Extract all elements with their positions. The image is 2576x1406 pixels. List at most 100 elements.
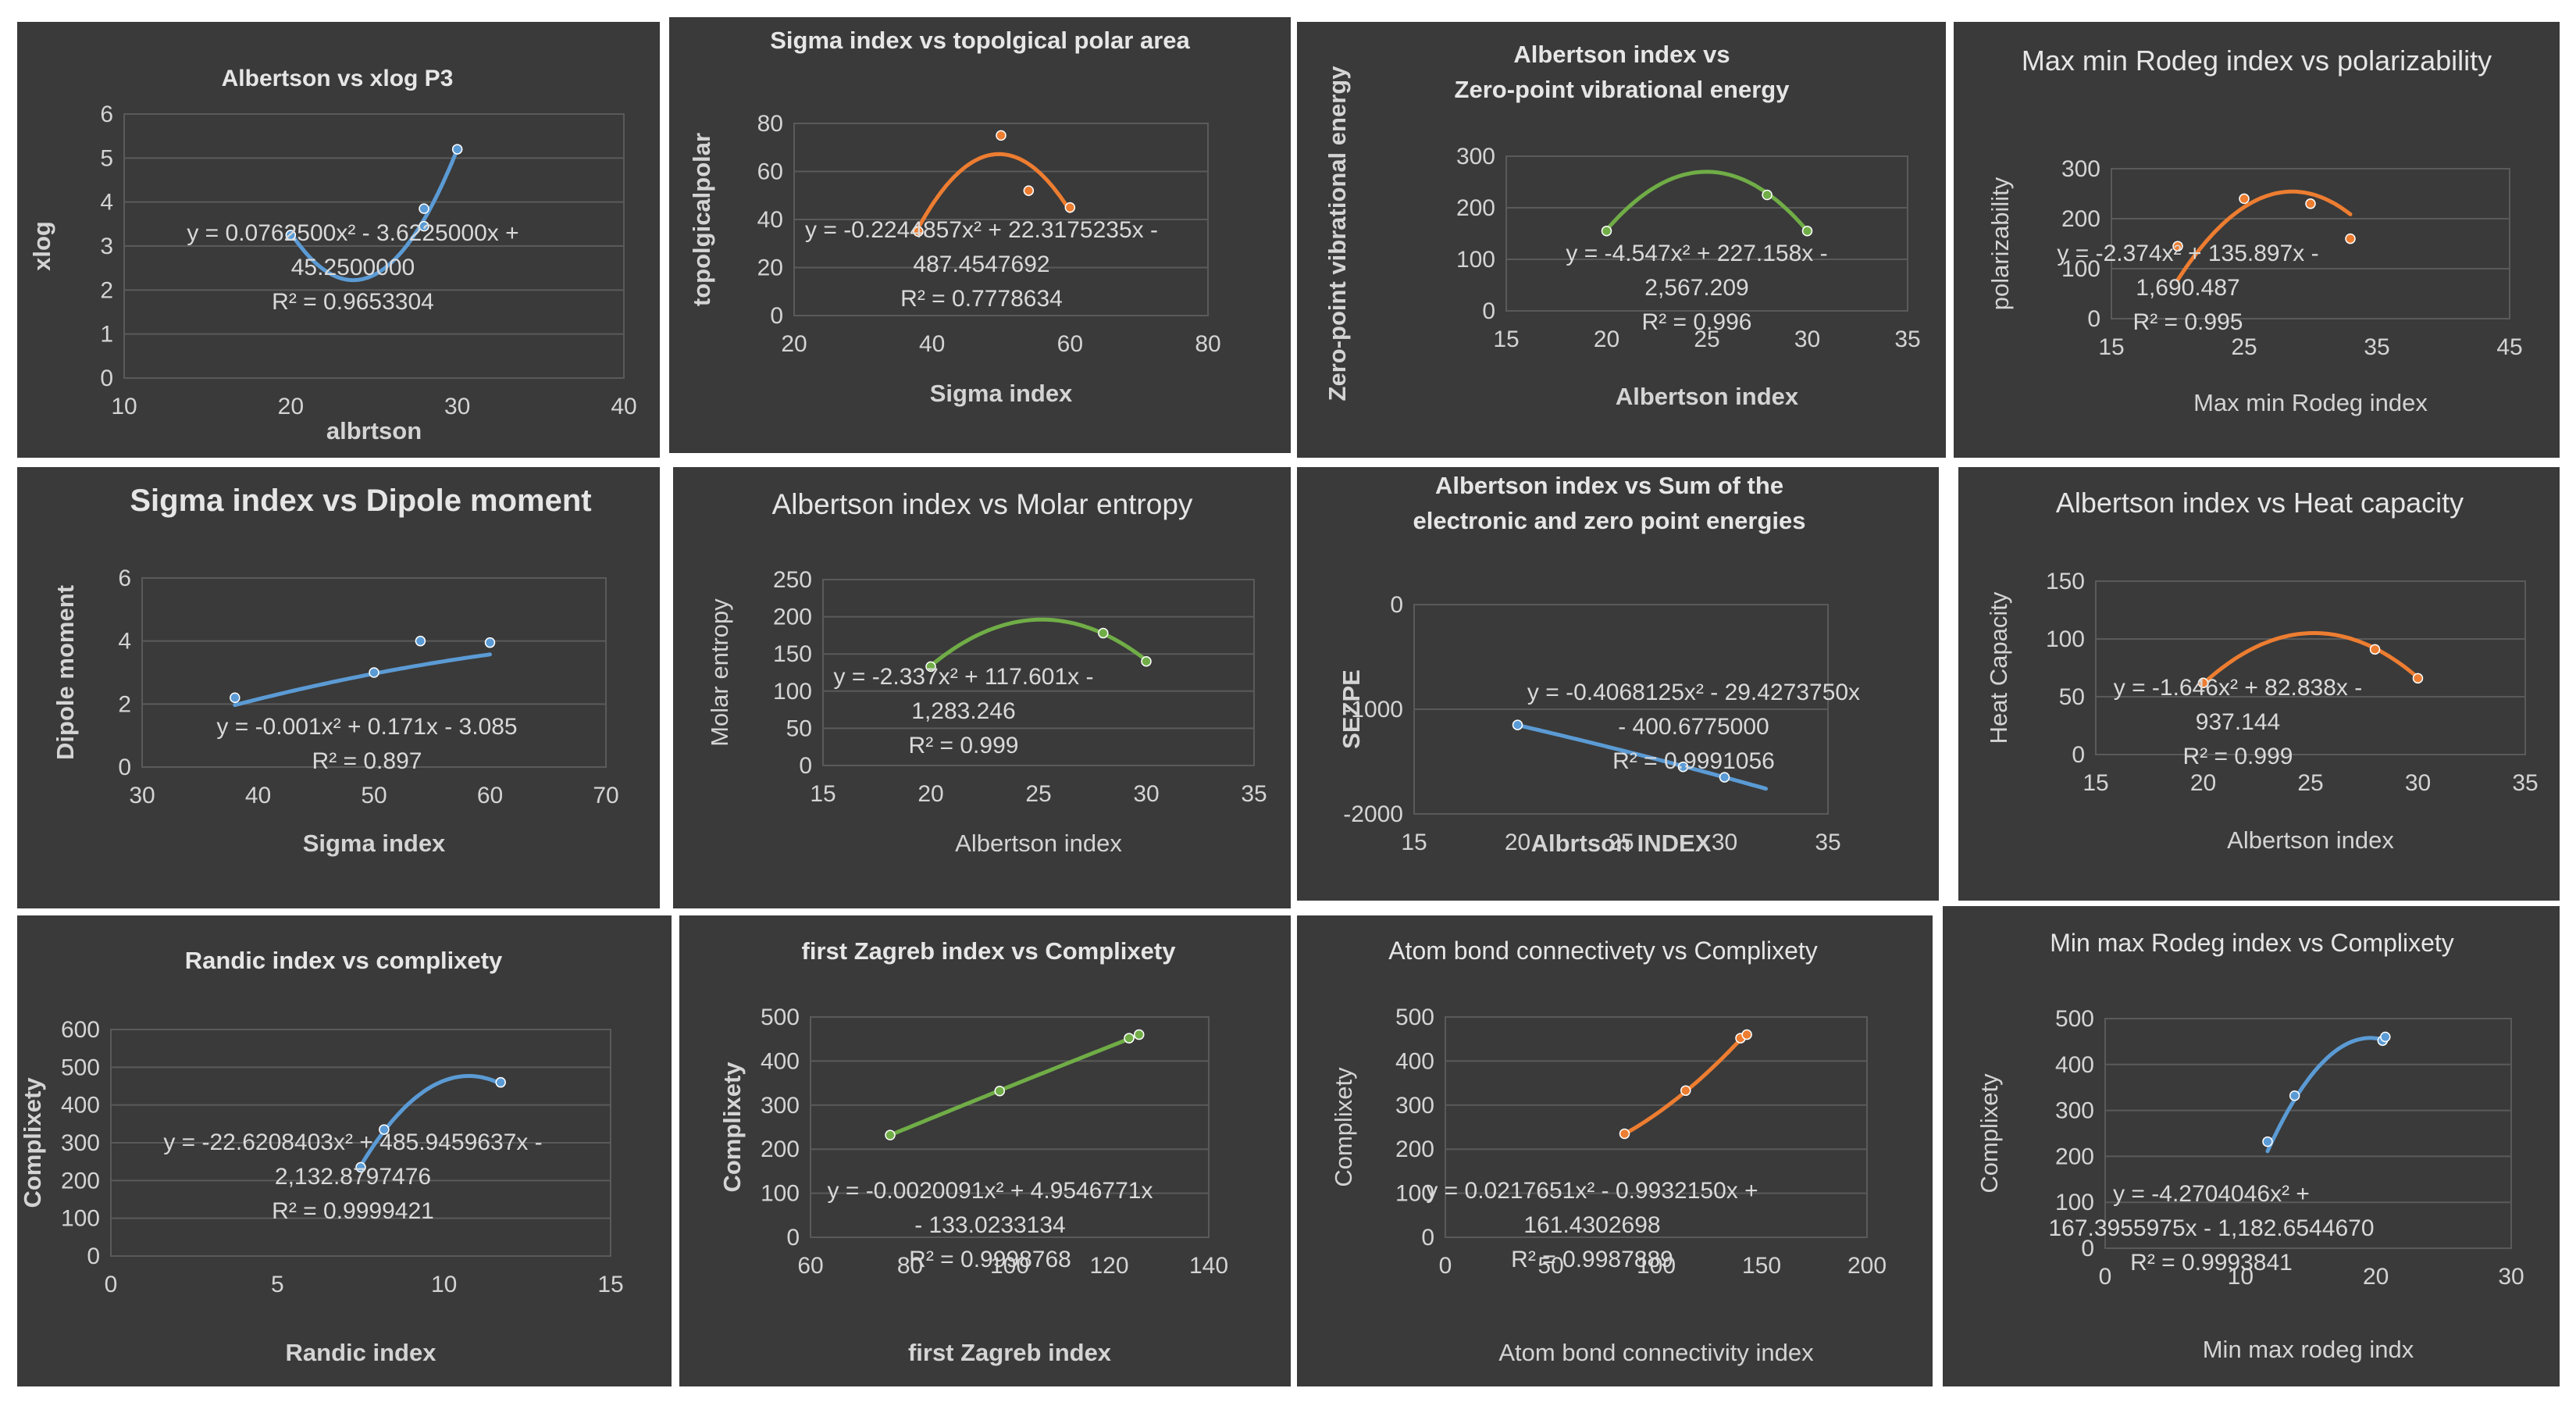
y-tick-label: 100 <box>1395 1181 1434 1207</box>
data-point <box>1141 655 1152 667</box>
x-tick-label: 25 <box>2297 770 2323 796</box>
chart-6-svg: Albertson index vs Molar entropy 0 50 100 15… <box>706 488 1267 857</box>
r-squared-label: R² = 0.996 <box>1642 309 1752 335</box>
trend-equation: 937.144 <box>2196 709 2280 735</box>
trend-equation: y = -4.2704046x² + <box>2113 1181 2310 1207</box>
y-tick-label: 100 <box>761 1181 800 1207</box>
x-axis-label: Atom bond connectivity index <box>1498 1339 1814 1366</box>
y-tick-label: 600 <box>61 1017 100 1043</box>
x-axis-label: Min max rodeg indx <box>2203 1336 2414 1363</box>
data-point <box>285 230 297 241</box>
r-squared-label: R² = 0.9987889 <box>1511 1247 1673 1272</box>
data-point <box>1677 761 1689 773</box>
data-point <box>2412 673 2424 684</box>
data-point <box>1801 225 1813 237</box>
x-tick-label: 0 <box>105 1272 118 1297</box>
data-point <box>1601 225 1612 237</box>
y-axis-label: Complixety <box>19 1077 46 1208</box>
y-tick-label: 0 <box>87 1244 100 1269</box>
y-tick-label: 2 <box>100 277 113 303</box>
y-tick-label: 400 <box>1395 1048 1434 1074</box>
chart-panel-albertson-sezpe: Albertson index vs Sum of the electronic … <box>1297 467 1939 901</box>
r-squared-label: R² = 0.9991056 <box>1612 748 1775 774</box>
r-squared-label: R² = 0.999 <box>2183 744 2293 769</box>
y-tick-label: 4 <box>100 190 113 216</box>
y-tick-label: 1 <box>100 322 113 348</box>
chart-title: Albertson index vs Molar entropy <box>772 488 1193 520</box>
y-tick-label: 50 <box>2059 684 2085 710</box>
chart-1-svg: Albertson vs xlog P3 0 1 2 3 4 5 6 10 20 30 40 y = 0… <box>28 66 637 444</box>
trend-equation: y = 0.0217651x² - 0.9932150x + <box>1426 1178 1758 1204</box>
x-tick-label: 20 <box>1505 830 1530 855</box>
x-tick-label: 0 <box>1439 1253 1452 1279</box>
data-point <box>996 130 1007 141</box>
x-tick-label: 200 <box>1847 1253 1887 1279</box>
data-point <box>1064 202 1076 213</box>
data-point <box>885 1129 896 1140</box>
x-axis-label: Max min Rodeg index <box>2193 389 2428 416</box>
x-tick-label: 60 <box>797 1253 823 1279</box>
data-point <box>2345 233 2356 244</box>
y-tick-label: 500 <box>61 1054 100 1080</box>
x-tick-label: 15 <box>1493 327 1519 352</box>
x-axis-label: Albertson index <box>1616 383 1799 410</box>
x-tick-label: 30 <box>129 783 155 808</box>
y-tick-label: 100 <box>773 679 812 705</box>
y-tick-label: 300 <box>2061 156 2100 182</box>
x-axis-label: first Zagreb index <box>908 1339 1112 1366</box>
data-point <box>419 203 429 214</box>
data-point <box>2172 241 2183 252</box>
x-tick-label: 100 <box>1637 1253 1676 1279</box>
data-point <box>2369 644 2381 655</box>
trend-equation: 487.4547692 <box>913 252 1049 277</box>
plot-area <box>2104 1018 2512 1249</box>
y-tick-label: 200 <box>773 605 812 630</box>
x-tick-label: 25 <box>2231 334 2257 360</box>
data-point <box>1023 185 1035 196</box>
chart-title: Randic index vs complixety <box>185 947 503 974</box>
trendline <box>233 652 492 708</box>
trendline <box>888 1033 1142 1137</box>
chart-title: electronic and zero point energies <box>1413 507 1805 534</box>
y-tick-label: 40 <box>757 207 783 233</box>
x-tick-label: 25 <box>1608 830 1634 855</box>
chart-panel-albertson-entropy: Albertson index vs Molar entropy 0 50 100 15… <box>673 467 1291 908</box>
x-tick-label: 30 <box>1133 781 1159 807</box>
chart-title: Zero-point vibrational energy <box>1455 76 1790 103</box>
trendline <box>2175 189 2353 282</box>
r-squared-label: R² = 0.999 <box>909 733 1019 758</box>
trend-equation: - 133.0233134 <box>914 1212 1066 1238</box>
y-tick-label: 4 <box>118 629 131 655</box>
x-axis-label: albrtson <box>326 417 422 444</box>
y-tick-label: 6 <box>118 566 131 591</box>
trend-equation: 2,567.209 <box>1644 275 1748 301</box>
x-axis-label: Sigma index <box>303 830 446 857</box>
y-axis-label: xlog <box>28 221 55 271</box>
x-tick-label: 20 <box>1594 327 1619 352</box>
y-tick-label: 200 <box>2055 1144 2094 1169</box>
x-tick-label: 50 <box>361 783 387 808</box>
y-tick-label: 400 <box>2055 1052 2094 1078</box>
r-squared-label: R² = 0.9993841 <box>2130 1250 2293 1276</box>
chart-3-svg: Albertson index vs Zero-point vibrational… <box>1324 41 1921 410</box>
chart-11-svg: Atom bond connectivety vs Complixety 0 100… <box>1330 937 1887 1366</box>
trendline <box>1623 1030 1749 1137</box>
y-tick-label: 200 <box>761 1137 800 1162</box>
x-axis-label: Albertson index <box>2227 826 2394 854</box>
data-point <box>2239 193 2250 205</box>
x-tick-label: 25 <box>1025 781 1051 807</box>
trendline <box>1605 170 1809 233</box>
x-tick-label: 10 <box>2228 1264 2254 1290</box>
y-tick-label: 400 <box>761 1048 800 1074</box>
data-point <box>419 220 429 232</box>
y-axis-label: Zero-point vibrational energy <box>1324 66 1351 401</box>
data-point <box>484 637 496 648</box>
chart-panel-randic-complexity: Randic index vs complixety 0 100 200 300 400 5… <box>17 915 672 1386</box>
y-tick-label: 0 <box>1421 1225 1434 1251</box>
y-tick-label: 500 <box>1395 1005 1434 1030</box>
trendline <box>2201 631 2420 686</box>
x-tick-label: 70 <box>593 783 618 808</box>
trend-equation: y = -22.6208403x² + 485.9459637x - <box>163 1129 542 1155</box>
x-tick-label: 10 <box>431 1272 457 1297</box>
